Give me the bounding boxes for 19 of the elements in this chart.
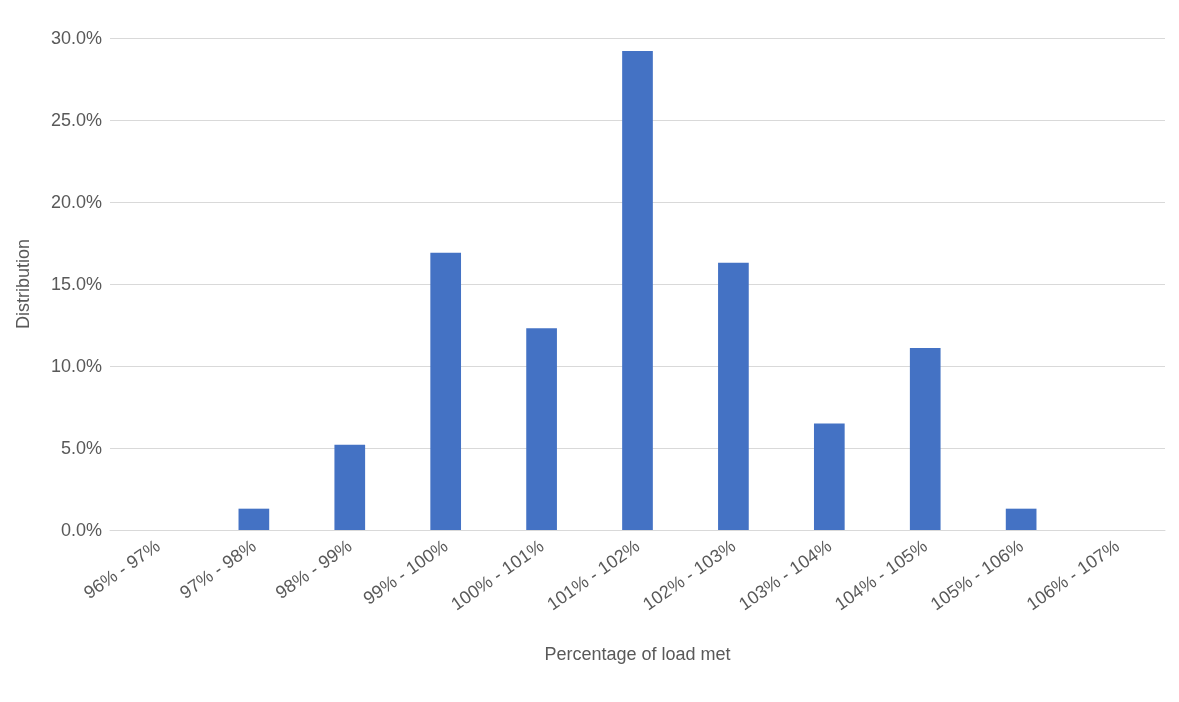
bar — [909, 347, 941, 530]
x-tick-label: 97% - 98% — [176, 535, 260, 603]
y-tick-label: 10.0% — [50, 356, 102, 376]
bar — [430, 252, 462, 530]
bar — [718, 262, 749, 530]
bar — [622, 51, 653, 530]
bar — [813, 423, 845, 530]
y-tick-label: 5.0% — [60, 438, 102, 458]
y-tick-label: 15.0% — [50, 274, 102, 294]
y-tick-label: 25.0% — [50, 110, 102, 130]
bar — [238, 508, 270, 530]
y-axis-title: Distribution — [13, 238, 33, 330]
bar — [1005, 508, 1037, 530]
y-tick-label: 30.0% — [50, 28, 102, 48]
y-tick-label: 20.0% — [50, 192, 102, 212]
bar — [334, 444, 366, 530]
bar — [526, 328, 557, 530]
x-axis-title: Percentage of load met — [544, 644, 731, 664]
x-tick-label: 98% - 99% — [271, 535, 356, 603]
